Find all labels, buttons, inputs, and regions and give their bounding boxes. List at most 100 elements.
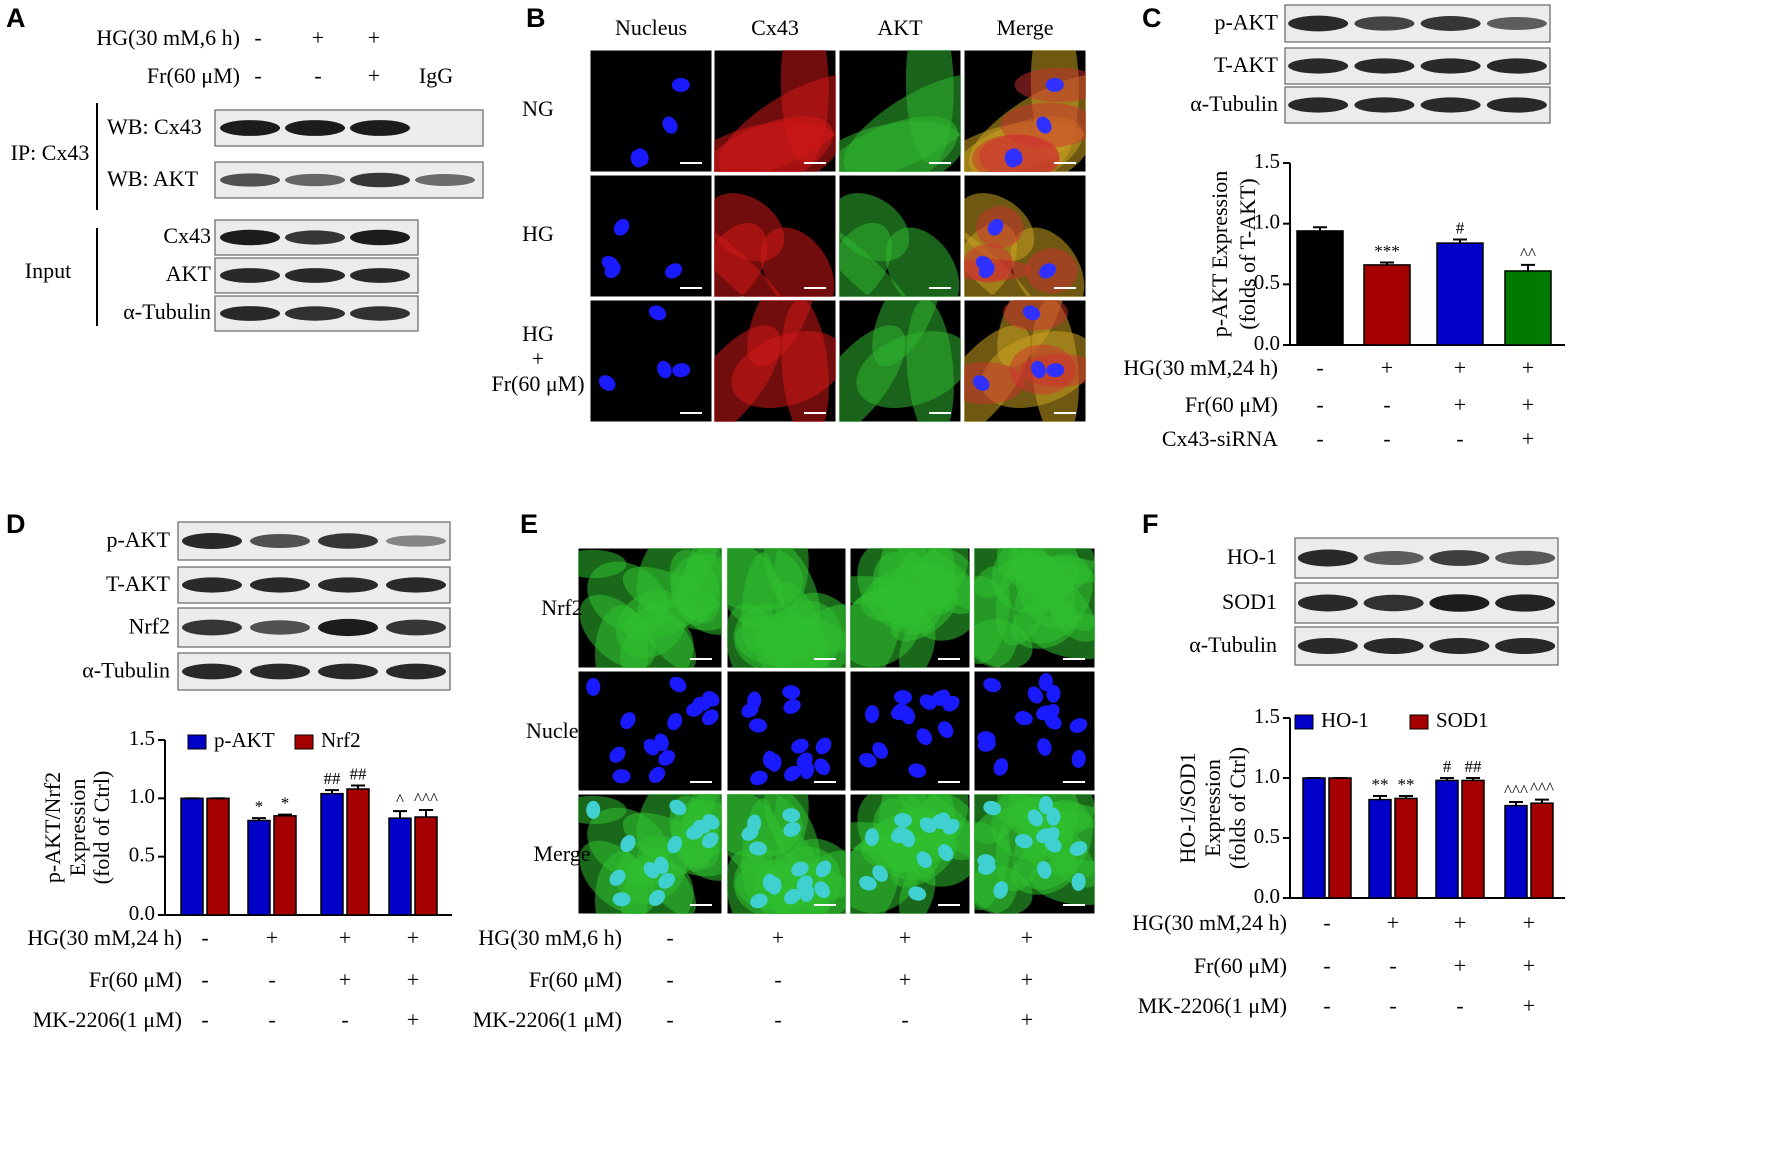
micrograph-content bbox=[964, 300, 1086, 422]
micrograph-content bbox=[974, 794, 1095, 914]
nucleus bbox=[667, 835, 683, 854]
blot-band bbox=[1354, 58, 1415, 74]
bar bbox=[346, 788, 370, 916]
blot-label: Nrf2 bbox=[128, 614, 170, 639]
micrograph-content bbox=[601, 218, 682, 279]
blot-band bbox=[1297, 549, 1358, 567]
condition-label: HG(30 mM,24 h) bbox=[1123, 355, 1278, 380]
nucleus bbox=[900, 706, 916, 725]
cell bbox=[1046, 563, 1095, 642]
blot-label: Cx43 bbox=[163, 223, 211, 248]
blot-band bbox=[182, 663, 242, 680]
nucleus bbox=[872, 742, 888, 759]
column-label: Cx43 bbox=[751, 15, 799, 40]
condition-sign: IgG bbox=[419, 63, 453, 88]
error-bar bbox=[1453, 238, 1467, 244]
nucleus bbox=[938, 844, 954, 862]
nucleus bbox=[671, 77, 690, 92]
nucleus bbox=[791, 861, 809, 877]
nucleus bbox=[1014, 710, 1033, 726]
blot-band bbox=[1354, 16, 1415, 31]
nucleus bbox=[972, 375, 990, 391]
blot-band bbox=[386, 535, 446, 547]
error-bar bbox=[278, 813, 292, 816]
blot-band bbox=[1363, 594, 1424, 612]
condition-sign: + bbox=[899, 925, 911, 950]
blot-label: p-AKT bbox=[106, 527, 170, 552]
nucleus bbox=[1046, 684, 1061, 703]
nucleus bbox=[750, 893, 768, 909]
blot-band bbox=[350, 229, 410, 246]
micrograph-content bbox=[850, 548, 970, 668]
nucleus bbox=[669, 799, 687, 816]
row-label: Nucleus bbox=[526, 718, 598, 743]
nucleus bbox=[1031, 360, 1046, 379]
row-label: + bbox=[532, 346, 544, 371]
nucleus bbox=[762, 873, 777, 892]
y-axis-label: Expression bbox=[1200, 759, 1225, 857]
condition-sign: - bbox=[1456, 993, 1463, 1018]
nucleus bbox=[975, 255, 993, 272]
y-tick-label: 1.0 bbox=[1254, 209, 1280, 233]
nucleus bbox=[782, 808, 801, 823]
error-bar bbox=[393, 810, 407, 819]
annotation: *** bbox=[1374, 241, 1400, 260]
condition-label: Fr(60 μM) bbox=[89, 967, 182, 992]
group-label: IP: Cx43 bbox=[11, 140, 90, 165]
nucleus bbox=[620, 712, 636, 730]
micrograph-content bbox=[839, 50, 961, 172]
nucleus bbox=[1071, 872, 1086, 891]
legend-label: Nrf2 bbox=[321, 728, 361, 752]
blot-band bbox=[386, 663, 446, 680]
condition-sign: - bbox=[1456, 426, 1463, 451]
blot-band bbox=[386, 577, 446, 593]
cell bbox=[974, 548, 1020, 598]
blot-band bbox=[318, 663, 378, 680]
condition-label: MK-2206(1 μM) bbox=[33, 1007, 182, 1032]
nucleus bbox=[919, 817, 937, 833]
bar bbox=[414, 816, 438, 916]
micrograph bbox=[577, 670, 723, 792]
error-bar bbox=[1373, 795, 1387, 800]
nucleus bbox=[1038, 673, 1053, 691]
bar bbox=[1328, 777, 1352, 899]
micrograph-content bbox=[727, 794, 846, 914]
nucleus bbox=[938, 721, 954, 739]
error-bar bbox=[252, 817, 266, 821]
blot-band bbox=[1420, 16, 1481, 31]
condition-sign: - bbox=[201, 925, 208, 950]
condition-label: HG(30 mM,24 h) bbox=[27, 925, 182, 950]
condition-sign: + bbox=[312, 25, 324, 50]
condition-sign: - bbox=[254, 63, 261, 88]
y-axis-label: p-AKT Expression bbox=[1207, 171, 1232, 337]
nucleus bbox=[865, 705, 880, 724]
nucleus bbox=[749, 718, 767, 733]
nucleus bbox=[993, 758, 1009, 776]
nucleus bbox=[916, 851, 933, 869]
nucleus bbox=[791, 738, 809, 754]
micrograph-content bbox=[578, 794, 722, 914]
condition-label: MK-2206(1 μM) bbox=[473, 1007, 622, 1032]
micrograph-content bbox=[964, 193, 1085, 297]
blot-label: AKT bbox=[166, 261, 212, 286]
nucleus bbox=[934, 812, 950, 830]
cell bbox=[860, 562, 955, 623]
y-axis-label: (folds of T-AKT) bbox=[1235, 178, 1260, 330]
condition-sign: + bbox=[407, 967, 419, 992]
blot-band bbox=[1495, 550, 1556, 566]
blot-band bbox=[1297, 637, 1358, 655]
annotation: # bbox=[1443, 757, 1452, 776]
condition-sign: + bbox=[1454, 910, 1466, 935]
panel-label: A bbox=[6, 3, 26, 33]
bar bbox=[1530, 802, 1554, 899]
nucleus bbox=[749, 841, 767, 856]
cell bbox=[714, 325, 781, 422]
error-bar bbox=[1440, 777, 1454, 781]
condition-sign: + bbox=[1454, 953, 1466, 978]
blot-band bbox=[285, 230, 345, 245]
error-bar bbox=[419, 809, 433, 817]
cell bbox=[885, 227, 960, 297]
blot-band bbox=[220, 268, 280, 283]
y-tick-label: 0.0 bbox=[129, 901, 155, 925]
